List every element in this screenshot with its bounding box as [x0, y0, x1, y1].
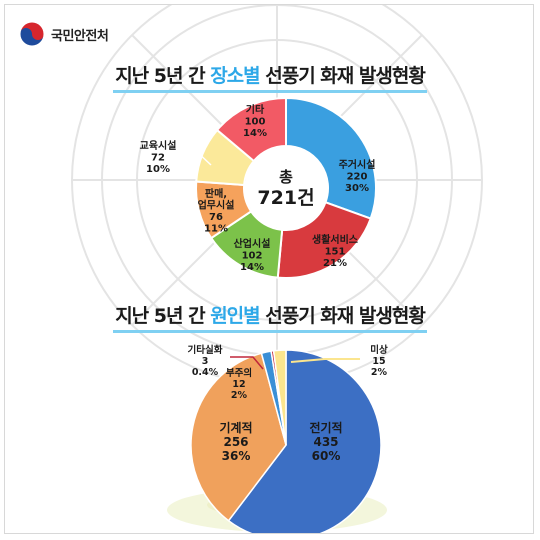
top-title-highlight: 장소별 [210, 65, 260, 87]
bottom-title-pre: 지난 5년 간 [115, 305, 211, 327]
pie-leader-line-미상 [290, 358, 360, 363]
top-title-underline [113, 90, 427, 93]
bottom-title-underline [113, 330, 427, 333]
brand-logo: 국민안전처 [19, 21, 109, 47]
brand-name: 국민안전처 [51, 28, 109, 44]
donut-label-교육시설: 교육시설 72 10% [140, 139, 177, 175]
pie-leader-line-기타실화 [230, 356, 264, 370]
taegeuk-logo-icon [19, 21, 45, 47]
top-title-post: 선풍기 화재 발생현황 [259, 65, 426, 87]
donut-slice-기타 [215, 96, 287, 163]
donut-label-판매-업무시설: 판매, 업무시설 76 11% [198, 187, 235, 235]
bottom-title-highlight: 원인별 [210, 305, 260, 327]
bottom-chart-title: 지난 5년 간 원인별 선풍기 화재 발생현황 [5, 301, 533, 328]
donut-label-주거시설: 주거시설 220 30% [339, 158, 376, 194]
donut-center-total: 721건 [257, 187, 314, 209]
donut-center-label: 총 [279, 168, 293, 186]
infographic-frame: 국민안전처 지난 5년 간 장소별 선풍기 화재 발생현황 지난 5년 간 원인… [4, 4, 534, 534]
donut-label-기타: 기타 100 14% [243, 103, 267, 139]
pie-slice-기계적 [190, 352, 287, 522]
donut-leader-line [180, 149, 212, 166]
pie-label-미상: 미상 15 2% [370, 344, 388, 378]
top-title-pre: 지난 5년 간 [115, 65, 211, 87]
donut-label-생활서비스: 생활서비스 151 21% [312, 233, 358, 269]
top-chart-title: 지난 5년 간 장소별 선풍기 화재 발생현황 [5, 61, 533, 88]
pie-label-기타실화: 기타실화 3 0.4% [188, 344, 223, 378]
pie-slice-미상 [272, 349, 287, 446]
donut-center [245, 147, 327, 229]
donut-slice-주거시설 [285, 96, 377, 220]
pie-label-부주의: 부주의 12 2% [226, 367, 252, 401]
pie-label-전기적: 전기적 435 60% [309, 420, 342, 463]
donut-label-산업시설: 산업시설 102 14% [234, 237, 271, 273]
pie-slice-전기적 [227, 349, 382, 533]
pie-label-기계적: 기계적 256 36% [219, 420, 252, 463]
bottom-title-post: 선풍기 화재 발생현황 [259, 305, 426, 327]
